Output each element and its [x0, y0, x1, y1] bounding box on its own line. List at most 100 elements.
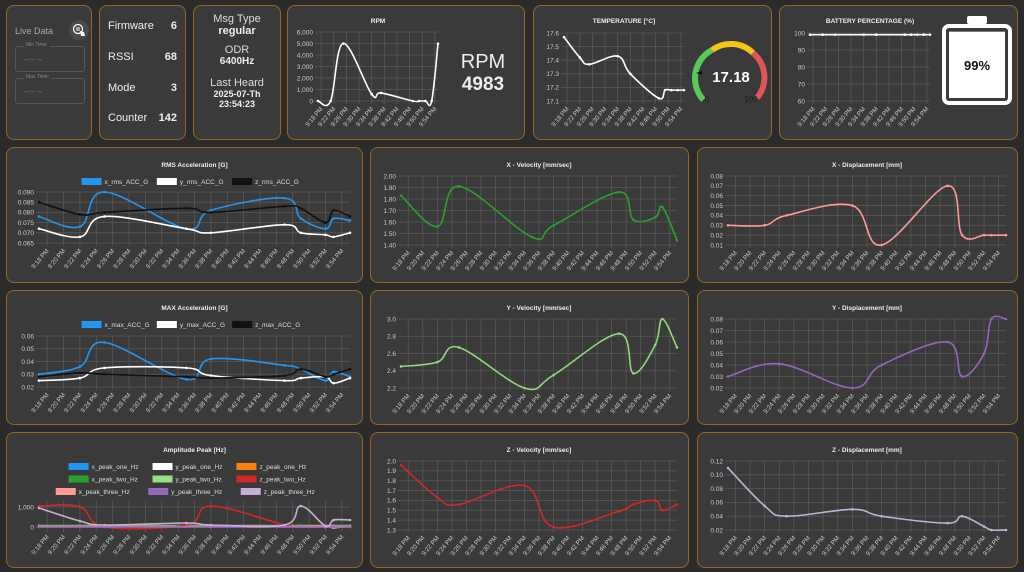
data-point: [283, 204, 286, 208]
data-point: [316, 99, 320, 103]
legend-label[interactable]: y_peak_one_Hz: [176, 464, 223, 471]
data-point: [37, 506, 41, 510]
data-point: [348, 376, 352, 380]
amplitude-peak-chart: Amplitude Peak [Hz] x_peak_one_Hz y_peak_o…: [18, 447, 352, 556]
data-point: [209, 523, 213, 527]
chart-title: Z - Velocity [mm/sec]: [507, 447, 572, 454]
data-point: [324, 524, 327, 528]
y-tick-label: 0.085: [18, 200, 35, 207]
mode-row: Mode 3: [108, 82, 177, 94]
y-tick-label: 0.090: [18, 189, 35, 196]
y-tick-label: 2.4: [387, 368, 396, 375]
legend-label[interactable]: y_peak_two_Hz: [176, 477, 222, 484]
data-point: [103, 215, 106, 218]
y-displacement-panel: Y - Displacement [mm] 0.02 0.03 0.04 0.05 0.0…: [697, 290, 1018, 425]
y-tick-label: 17.2: [546, 85, 559, 92]
chart-title: Y - Displacement [mm]: [832, 305, 902, 312]
data-point: [982, 352, 986, 355]
legend-label[interactable]: y_max_ACC_G: [180, 322, 225, 329]
series-line: [317, 42, 439, 107]
y-velocity-chart: Y - Velocity [mm/sec]2.22.42.62.83.09:18…: [387, 305, 679, 415]
data-point: [332, 217, 335, 220]
data-point: [578, 56, 582, 59]
x-tick-label: 9:54 PM: [325, 392, 345, 414]
data-point: [348, 215, 352, 218]
gauge-min: 0: [705, 95, 710, 104]
y-tick-label: 0.03: [710, 374, 723, 381]
y-tick-label: 2.8: [387, 334, 396, 341]
data-point: [37, 504, 41, 508]
data-point: [457, 185, 461, 188]
min-time-field[interactable]: Min Time: --:-- --: [15, 42, 85, 72]
gauge-yellow-arc: [710, 41, 756, 56]
legend-label[interactable]: z_peak_one_Hz: [259, 464, 306, 471]
data-point: [78, 235, 82, 239]
data-point: [632, 503, 635, 506]
legend-label[interactable]: x_peak_two_Hz: [92, 477, 138, 484]
legend-label[interactable]: x_rms_ACC_G: [105, 179, 149, 186]
data-point: [103, 525, 106, 529]
y-tick-label: 70: [798, 81, 806, 88]
legend-swatch: [156, 321, 177, 328]
live-data-toggle-button[interactable]: [69, 20, 89, 40]
legend-label[interactable]: x_peak_three_Hz: [79, 489, 130, 496]
y-tick-label: 60: [798, 98, 806, 105]
data-point: [185, 207, 188, 210]
data-point: [675, 503, 679, 506]
y-tick-label: 0.02: [710, 385, 723, 392]
legend-label[interactable]: z_peak_two_Hz: [259, 477, 305, 484]
amplitude-peak-panel: Amplitude Peak [Hz] x_peak_one_Hz y_peak_o…: [6, 432, 363, 568]
data-point: [37, 375, 41, 379]
x-velocity-chart: X - Velocity [mm/sec] 1.40 1.50 1.60 1.70 1.8…: [383, 162, 679, 272]
legend-label[interactable]: y_peak_three_Hz: [171, 489, 222, 496]
legend-swatch: [232, 178, 253, 185]
data-point: [324, 227, 327, 231]
data-point: [332, 372, 335, 376]
y-tick-label: 100: [794, 30, 805, 37]
y-tick-label: 2.0: [387, 458, 396, 465]
data-point: [436, 225, 439, 228]
data-point: [880, 363, 883, 367]
data-point: [880, 514, 883, 518]
series-line: [38, 341, 351, 382]
rpm-label: RPM: [460, 51, 506, 73]
min-time-label: Min Time:: [24, 42, 50, 48]
y-tick-label: 17.3: [546, 71, 559, 78]
data-point: [185, 378, 188, 381]
legend-label[interactable]: z_rms_ACC_G: [255, 179, 299, 186]
y-tick-label: 1.50: [383, 231, 396, 238]
x-velocity-panel: X - Velocity [mm/sec] 1.40 1.50 1.60 1.70 1.8…: [370, 147, 689, 283]
legend-label[interactable]: z_max_ACC_G: [255, 322, 300, 329]
y-tick-label: 1.90: [383, 185, 396, 192]
data-point: [960, 375, 964, 378]
legend-swatch: [81, 321, 102, 328]
data-point: [283, 379, 286, 382]
data-point: [78, 525, 82, 529]
y-tick-label: 0.08: [710, 486, 723, 493]
rms-acceleration-chart: RMS Acceleration [G] x_rms_ACC_G y_rms_ACC…: [18, 162, 352, 270]
mode-value: 3: [170, 82, 177, 94]
data-point: [851, 204, 854, 207]
data-point: [209, 376, 213, 380]
y-tick-label: 2,000: [297, 75, 314, 82]
y-tick-label: 80: [798, 64, 806, 71]
data-point: [653, 216, 657, 219]
hand-pointer-icon: [72, 23, 85, 36]
z-displacement-chart: Z - Displacement [mm] 0.02 0.04 0.06 0.08 0.1…: [710, 447, 1008, 557]
y-tick-label: 0.04: [710, 213, 723, 220]
legend-label[interactable]: x_peak_one_Hz: [92, 464, 139, 471]
counter-row: Counter 142: [108, 112, 177, 124]
legend-label[interactable]: z_peak_three_Hz: [264, 489, 315, 496]
data-point: [209, 211, 213, 214]
gauge-max: 100: [744, 95, 758, 104]
data-point: [209, 231, 213, 235]
gauge-needle: [696, 71, 702, 75]
max-time-field[interactable]: Max Time: --:-- --: [15, 74, 85, 104]
legend-label[interactable]: y_rms_ACC_G: [180, 179, 224, 186]
chart-title: Amplitude Peak [Hz]: [163, 447, 226, 454]
data-point: [726, 223, 730, 227]
gauge-red-arc: [750, 50, 768, 100]
y-tick-label: 0.06: [710, 500, 723, 507]
data-point: [185, 227, 188, 231]
legend-label[interactable]: x_max_ACC_G: [105, 322, 150, 329]
